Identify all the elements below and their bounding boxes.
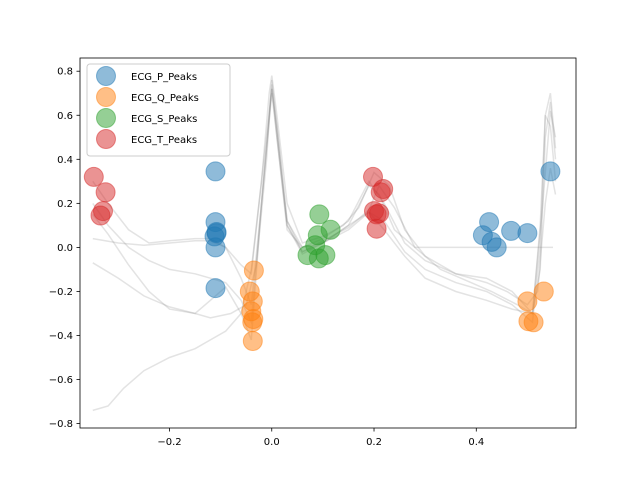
ecg-q-peaks-point xyxy=(517,291,538,312)
y-tick-label: 0.0 xyxy=(57,243,73,254)
x-tick-label: 0.0 xyxy=(264,437,280,448)
ecg-p-peaks-point xyxy=(517,223,538,244)
ecg-t-peaks-point xyxy=(373,179,394,199)
ecg-q-peaks-point xyxy=(243,260,264,281)
y-tick-label: −0.8 xyxy=(49,419,73,430)
y-tick-label: −0.2 xyxy=(49,287,73,298)
legend-label-q-peaks: ECG_Q_Peaks xyxy=(131,93,199,104)
y-tick-label: −0.4 xyxy=(49,331,73,342)
ecg-s-peaks-point xyxy=(320,219,341,240)
ecg-s-peaks-point xyxy=(309,204,330,225)
legend-entry-q-peaks: ECG_Q_Peaks xyxy=(96,87,199,107)
ecg-q-peaks-point xyxy=(523,312,544,333)
ecg-t-peaks-point xyxy=(95,182,116,203)
y-tick-label: 0.4 xyxy=(57,155,73,166)
y-tick-label: 0.8 xyxy=(57,67,73,78)
y-tick-label: −0.6 xyxy=(49,375,73,386)
legend-box xyxy=(86,63,231,157)
legend: ECG_P_Peaks ECG_Q_Peaks ECG_S_Peaks ECG_… xyxy=(86,63,231,157)
ecg-q-peaks-point xyxy=(533,281,554,302)
x-axis: −0.2 0.0 0.2 0.4 xyxy=(157,428,484,448)
ecg-s-peaks-point xyxy=(315,245,336,266)
ecg-q-peaks-point xyxy=(243,309,264,329)
y-tick-label: 0.2 xyxy=(57,199,73,210)
x-tick-label: 0.2 xyxy=(366,437,382,448)
legend-marker-q-peaks xyxy=(96,87,116,107)
ecg-p-peaks-point xyxy=(205,237,226,258)
legend-label-s-peaks: ECG_S_Peaks xyxy=(131,114,197,125)
x-tick-label: −0.2 xyxy=(157,437,181,448)
ecg-p-peaks-point xyxy=(205,278,226,299)
y-axis: −0.8 −0.6 −0.4 −0.2 0.0 0.2 0.4 0.6 0.8 xyxy=(49,67,80,430)
ecg-p-peaks-point xyxy=(540,161,561,182)
ecg-t-peaks-point xyxy=(90,205,111,226)
legend-marker-p-peaks xyxy=(96,66,116,86)
ecg-q-peaks-point xyxy=(239,281,260,302)
ecg-trace-6 xyxy=(92,88,557,341)
ecg-q-peaks-point xyxy=(242,331,263,351)
legend-marker-s-peaks xyxy=(96,108,116,128)
ecg-p-peaks-point xyxy=(205,161,226,182)
plot-frame xyxy=(79,57,577,429)
ecg-t-peaks-point xyxy=(366,218,387,239)
legend-entry-p-peaks: ECG_P_Peaks xyxy=(96,66,197,86)
legend-label-p-peaks: ECG_P_Peaks xyxy=(131,72,197,83)
legend-label-t-peaks: ECG_T_Peaks xyxy=(131,135,197,146)
x-tick-label: 0.4 xyxy=(468,437,484,448)
ecg-p-peaks-point xyxy=(486,237,507,258)
y-tick-label: 0.6 xyxy=(57,111,73,122)
peak-markers xyxy=(83,161,561,351)
legend-marker-t-peaks xyxy=(96,129,116,149)
legend-entry-t-peaks: ECG_T_Peaks xyxy=(96,129,197,149)
legend-entry-s-peaks: ECG_S_Peaks xyxy=(96,108,197,128)
ecg-trace-1 xyxy=(92,75,557,412)
ecg-t-peaks-point xyxy=(83,166,104,187)
ecg-p-peaks-point xyxy=(479,212,500,233)
ecg-trace-3 xyxy=(92,88,553,276)
